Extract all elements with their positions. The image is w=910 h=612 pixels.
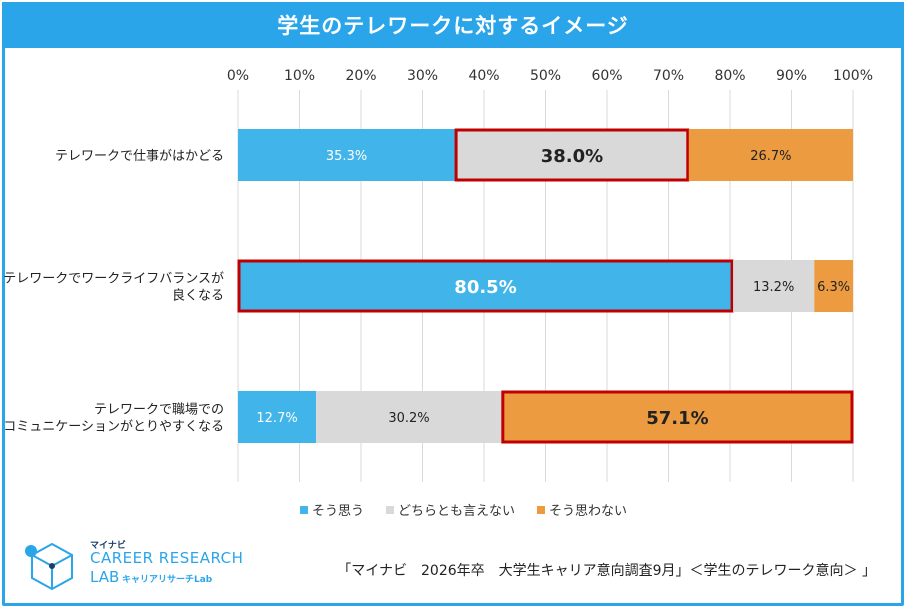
career-research-lab-logo: マイナビ CAREER RESEARCH LAB キャリアリサーチLab: [22, 538, 243, 598]
legend-label: そう思わない: [549, 504, 628, 519]
logo-lab-text: LAB: [90, 568, 120, 586]
bar-segment: [316, 391, 502, 443]
category-label: 良くなる: [172, 288, 224, 304]
data-label: 35.3%: [326, 149, 367, 164]
logo-brand-text: マイナビ: [90, 541, 126, 551]
data-label: 13.2%: [753, 280, 794, 295]
x-tick-label: 10%: [284, 68, 315, 84]
highlight-box: [237, 259, 734, 313]
x-tick-label: 40%: [468, 68, 499, 84]
bar-segment: [238, 391, 317, 443]
data-label: 12.7%: [256, 411, 297, 426]
x-tick-label: 0%: [227, 68, 249, 84]
category-label: テレワークでワークライフバランスが: [3, 272, 224, 287]
data-label: 38.0%: [541, 146, 603, 167]
title-bar: 学生のテレワークに対するイメージ: [2, 2, 904, 48]
category-label: テレワークで職場での: [94, 403, 224, 418]
bar-segment: [501, 391, 853, 443]
logo-main-text: CAREER RESEARCH: [90, 549, 244, 567]
legend-item: そう思う: [300, 500, 364, 519]
category-label: テレワークで仕事がはかどる: [55, 149, 224, 164]
x-tick-label: 70%: [653, 68, 684, 84]
highlight-box: [501, 390, 854, 444]
bar-segment: [238, 129, 456, 181]
legend: そう思う どちらとも言えない そう思わない: [300, 500, 627, 519]
x-tick-label: 100%: [833, 68, 873, 84]
highlight-box: [454, 128, 690, 182]
x-tick-label: 50%: [530, 68, 561, 84]
legend-swatch: [300, 505, 308, 514]
x-tick-label: 20%: [345, 68, 376, 84]
bar-segment: [238, 260, 734, 312]
logo-sub-text: キャリアリサーチLab: [122, 575, 213, 585]
data-label: 57.1%: [646, 408, 708, 429]
bar-segment: [814, 260, 853, 312]
data-label: 80.5%: [454, 277, 516, 298]
source-note: 「マイナビ 2026年卒 大学生キャリア意向調査9月」＜学生のテレワーク意向＞ …: [337, 563, 876, 579]
bar-segment: [688, 129, 853, 181]
data-label: 26.7%: [750, 149, 791, 164]
category-label: コミュニケーションがとりやすくなる: [3, 420, 224, 435]
bar-segment: [455, 129, 689, 181]
x-tick-label: 90%: [776, 68, 807, 84]
bar-segment: [733, 260, 815, 312]
chart-title: 学生のテレワークに対するイメージ: [277, 14, 629, 38]
x-tick-label: 30%: [407, 68, 438, 84]
cube-logo-icon: [25, 542, 73, 591]
data-label: 6.3%: [817, 280, 850, 295]
legend-swatch: [537, 505, 546, 514]
legend-label: どちらとも言えない: [398, 504, 516, 519]
x-tick-label: 80%: [714, 68, 745, 84]
legend-item: どちらとも言えない: [386, 500, 515, 519]
legend-label: そう思う: [312, 504, 365, 519]
legend-swatch: [386, 505, 395, 514]
x-tick-label: 60%: [591, 68, 622, 84]
data-label: 30.2%: [388, 411, 429, 426]
legend-item: そう思わない: [537, 500, 627, 519]
